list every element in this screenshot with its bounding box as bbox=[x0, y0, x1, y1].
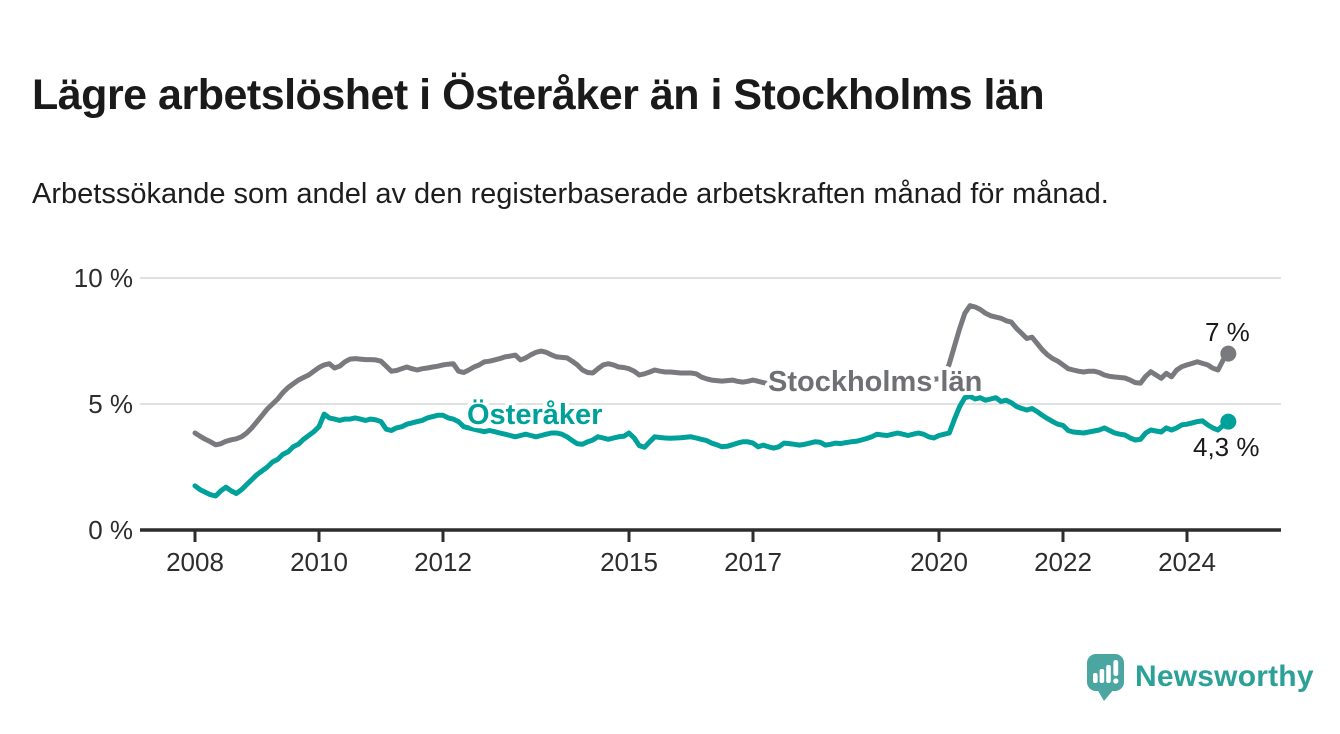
x-tick-label: 2012 bbox=[414, 547, 472, 577]
x-tick-label: 2024 bbox=[1158, 547, 1216, 577]
y-tick-label: 0 % bbox=[88, 515, 133, 545]
series-line-osteraker bbox=[192, 393, 1231, 499]
logo-bar-1 bbox=[1093, 673, 1098, 683]
series-label-stockholms-lan: Stockholms län bbox=[768, 366, 982, 398]
logo-bar-2 bbox=[1099, 669, 1105, 683]
x-tick-label: 2008 bbox=[166, 547, 224, 577]
newsworthy-logo: Newsworthy bbox=[1085, 652, 1314, 704]
logo-bubble bbox=[1087, 654, 1124, 691]
y-tick-label: 10 % bbox=[74, 263, 133, 293]
logo-exclamation-dot bbox=[1113, 678, 1119, 684]
logo-bubble-tail bbox=[1097, 689, 1114, 701]
logo-exclamation-bar bbox=[1113, 660, 1119, 676]
logo-bar-3 bbox=[1106, 665, 1111, 683]
x-tick-label: 2017 bbox=[724, 547, 782, 577]
series-line-stockholms-lan bbox=[192, 303, 1231, 448]
series-label-osteraker: Österåker bbox=[467, 398, 602, 431]
x-tick-label: 2010 bbox=[290, 547, 348, 577]
x-tick-label: 2020 bbox=[910, 547, 968, 577]
series-end-dot bbox=[1220, 413, 1237, 430]
series-end-value-label: 4,3 % bbox=[1193, 432, 1260, 462]
x-tick-label: 2022 bbox=[1034, 547, 1092, 577]
page-title: Lägre arbetslöshet i Österåker än i Stoc… bbox=[32, 70, 1045, 119]
series-end-value-label: 7 % bbox=[1205, 317, 1250, 347]
y-tick-label: 5 % bbox=[88, 389, 133, 419]
series-end-dot bbox=[1220, 345, 1237, 362]
newsworthy-logo-icon bbox=[1087, 654, 1124, 701]
x-tick-label: 2015 bbox=[600, 547, 658, 577]
chart-subtitle: Arbetssökande som andel av den registerb… bbox=[32, 178, 1109, 210]
newsworthy-logo-text: Newsworthy bbox=[1135, 660, 1314, 693]
